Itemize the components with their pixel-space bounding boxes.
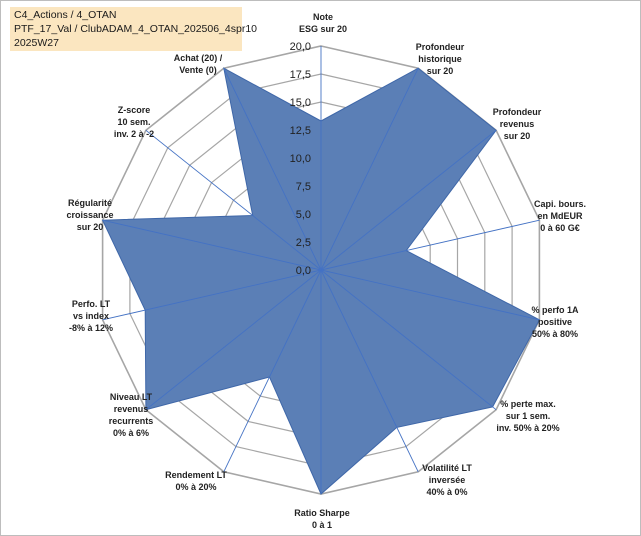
axis-label: % perte max. sur 1 sem. inv. 50% à 20% <box>496 399 559 433</box>
axis-label: Capi. bours. en MdEUR 0 à 60 G€ <box>534 199 586 233</box>
axis-label-line: Perfo. LT <box>72 299 111 309</box>
axis-label-line: 0% à 20% <box>175 482 216 492</box>
axis-label-line: sur 1 sem. <box>506 411 551 421</box>
axis-spoke <box>320 269 540 321</box>
tick-label: 0,0 <box>296 265 311 277</box>
axis-label-line: Profondeur <box>493 107 542 117</box>
axis-spoke <box>320 68 419 271</box>
axis-label-line: positive <box>538 317 572 327</box>
axis-label-line: Niveau LT <box>110 392 153 402</box>
tick-label: 15,0 <box>290 97 311 109</box>
axis-label-line: Rendement LT <box>165 470 227 480</box>
axis-label-line: Achat (20) / <box>174 53 223 63</box>
tick-label: 17,5 <box>290 69 311 81</box>
axis-label: % perfo 1A positive 50% à 80% <box>531 305 579 339</box>
axis-labels: Note ESG sur 20 Profondeur historique sur 20… <box>66 12 586 530</box>
axis-label-line: revenus <box>500 119 535 129</box>
axis-spoke <box>320 129 497 271</box>
axis-label: Ratio Sharpe 0 à 1 <box>294 508 350 530</box>
axis-label-line: 50% à 80% <box>532 329 578 339</box>
tick-label: 2,5 <box>296 237 311 249</box>
axis-label: Profondeur revenus sur 20 <box>493 107 542 141</box>
axis-spoke <box>223 68 322 271</box>
title-line-1: C4_Actions / 4_OTAN <box>14 9 117 21</box>
axis-label: Profondeur historique sur 20 <box>416 42 465 76</box>
axis-label-line: inversée <box>429 475 466 485</box>
axis-label: Niveau LT revenus recurrents 0% à 6% <box>109 392 154 438</box>
axis-label-line: Volatilité LT <box>422 463 472 473</box>
axis-label-line: sur 20 <box>504 131 531 141</box>
axis-spoke <box>223 269 322 472</box>
axis-label-line: 40% à 0% <box>426 487 467 497</box>
axis-label-line: % perfo 1A <box>531 305 579 315</box>
axis-label: Z-score 10 sem. inv. 2 à -2 <box>114 105 154 139</box>
axis-label-line: Z-score <box>118 105 151 115</box>
axis-label-line: inv. 50% à 20% <box>496 423 559 433</box>
title-line-2: PTF_17_Val / ClubADAM_4_OTAN_202506_4spr… <box>14 23 257 35</box>
axis-label-line: recurrents <box>109 416 154 426</box>
axis-spoke <box>320 269 419 472</box>
axis-spoke <box>320 269 497 411</box>
tick-label: 10,0 <box>290 153 311 165</box>
axis-label-line: ESG sur 20 <box>299 24 347 34</box>
tick-label: 12,5 <box>290 125 311 137</box>
axis-label: Volatilité LT inversée 40% à 0% <box>422 463 472 497</box>
axis-label-line: -8% à 12% <box>69 323 113 333</box>
axis-spoke <box>145 269 322 411</box>
axis-label-line: historique <box>418 54 462 64</box>
axis-label-line: Capi. bours. <box>534 199 586 209</box>
axis-label: Perfo. LT vs index -8% à 12% <box>69 299 113 333</box>
radial-tick-labels: 0,0 2,5 5,0 7,5 10,0 12,5 15,0 17,5 20,0 <box>290 41 311 277</box>
axis-label-line: en MdEUR <box>538 211 584 221</box>
axis-label-line: 10 sem. <box>117 117 150 127</box>
axis-label-line: sur 20 <box>427 66 454 76</box>
axis-spoke <box>145 129 322 271</box>
axis-label: Note ESG sur 20 <box>299 12 347 34</box>
axis-label-line: inv. 2 à -2 <box>114 129 154 139</box>
axis-label-line: % perte max. <box>500 399 556 409</box>
axis-label-line: vs index <box>73 311 109 321</box>
axis-label-line: Ratio Sharpe <box>294 508 350 518</box>
axis-label-line: 0 à 1 <box>312 520 332 530</box>
tick-label: 20,0 <box>290 41 311 53</box>
tick-label: 5,0 <box>296 209 311 221</box>
axis-label-line: 0% à 6% <box>113 428 149 438</box>
title-line-3: 2025W27 <box>14 37 59 49</box>
axis-label-line: revenus <box>114 404 149 414</box>
axis-label-line: Note <box>313 12 333 22</box>
axis-label-line: sur 20 <box>77 222 104 232</box>
axis-label-line: 0 à 60 G€ <box>540 223 580 233</box>
axis-label-line: Profondeur <box>416 42 465 52</box>
tick-label: 7,5 <box>296 181 311 193</box>
axis-label-line: Vente (0) <box>179 65 217 75</box>
axis-label-line: croissance <box>66 210 113 220</box>
axis-spoke <box>320 219 540 271</box>
axis-label: Rendement LT 0% à 20% <box>165 470 227 492</box>
axis-spoke <box>102 269 322 321</box>
axis-label: Régularité croissance sur 20 <box>66 198 113 232</box>
chart-title-box: C4_Actions / 4_OTAN PTF_17_Val / ClubADA… <box>10 7 257 51</box>
axis-spoke <box>102 219 322 271</box>
axis-label-line: Régularité <box>68 198 112 208</box>
radar-spokes <box>102 46 540 494</box>
